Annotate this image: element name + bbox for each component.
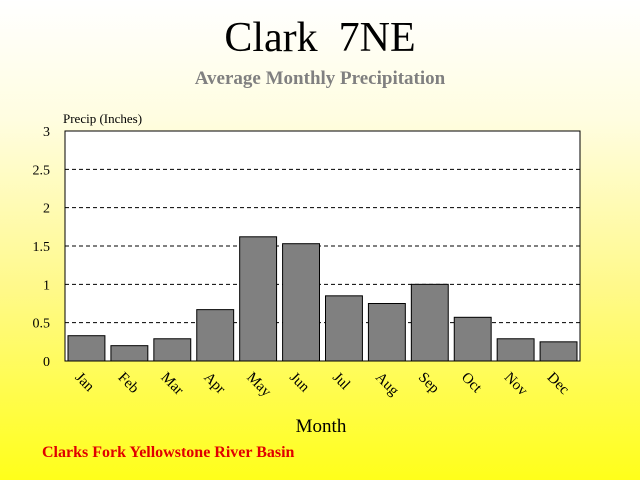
x-tick-label: Oct bbox=[458, 370, 485, 397]
x-tick-label: Apr bbox=[200, 370, 228, 398]
y-tick-label: 0.5 bbox=[33, 317, 51, 332]
y-tick-label: 0 bbox=[43, 355, 50, 370]
bar-jan bbox=[67, 335, 106, 362]
x-axis-label: Month bbox=[296, 416, 347, 437]
bar-may bbox=[239, 236, 278, 362]
bar-sep bbox=[410, 283, 449, 362]
chart-title: Clark 7NE bbox=[224, 15, 416, 61]
y-tick-labels: 0 0.5 1 1.5 2 2.5 3 bbox=[33, 125, 51, 370]
x-tick-label: Feb bbox=[115, 370, 142, 397]
bar-aug bbox=[367, 303, 406, 362]
y-tick-label: 2 bbox=[43, 202, 50, 217]
bars bbox=[67, 236, 578, 362]
chart-subtitle: Average Monthly Precipitation bbox=[194, 68, 446, 89]
x-tick-label: Jan bbox=[72, 370, 98, 396]
bar-nov bbox=[496, 338, 535, 362]
bar-feb bbox=[110, 345, 149, 362]
x-tick-label: Aug bbox=[372, 370, 402, 400]
x-tick-label: May bbox=[243, 370, 274, 401]
y-axis-label: Precip (Inches) bbox=[63, 111, 142, 126]
bar-mar bbox=[153, 338, 192, 362]
bar-jun bbox=[282, 243, 320, 362]
x-tick-labels: Jan Feb Mar Apr May Jun Jul Aug Sep Oct Nov Dec bbox=[72, 370, 573, 401]
x-tick-label: Sep bbox=[415, 370, 442, 397]
basin-label: Clarks Fork Yellowstone River Basin bbox=[42, 444, 295, 461]
bar-dec bbox=[539, 341, 578, 362]
y-tick-label: 2.5 bbox=[33, 163, 51, 178]
bar-oct bbox=[453, 316, 492, 362]
x-tick-label: Mar bbox=[157, 370, 186, 399]
bar-apr bbox=[196, 309, 235, 362]
grid-lines bbox=[65, 168, 580, 324]
y-tick-label: 3 bbox=[43, 125, 50, 140]
bar-jul bbox=[325, 295, 363, 362]
x-tick-label: Dec bbox=[544, 370, 573, 399]
x-tick-label: Nov bbox=[501, 370, 531, 400]
y-tick-label: 1.5 bbox=[33, 240, 51, 255]
y-tick-label: 1 bbox=[43, 278, 50, 293]
x-tick-label: Jul bbox=[329, 370, 353, 394]
x-tick-label: Jun bbox=[286, 370, 312, 396]
